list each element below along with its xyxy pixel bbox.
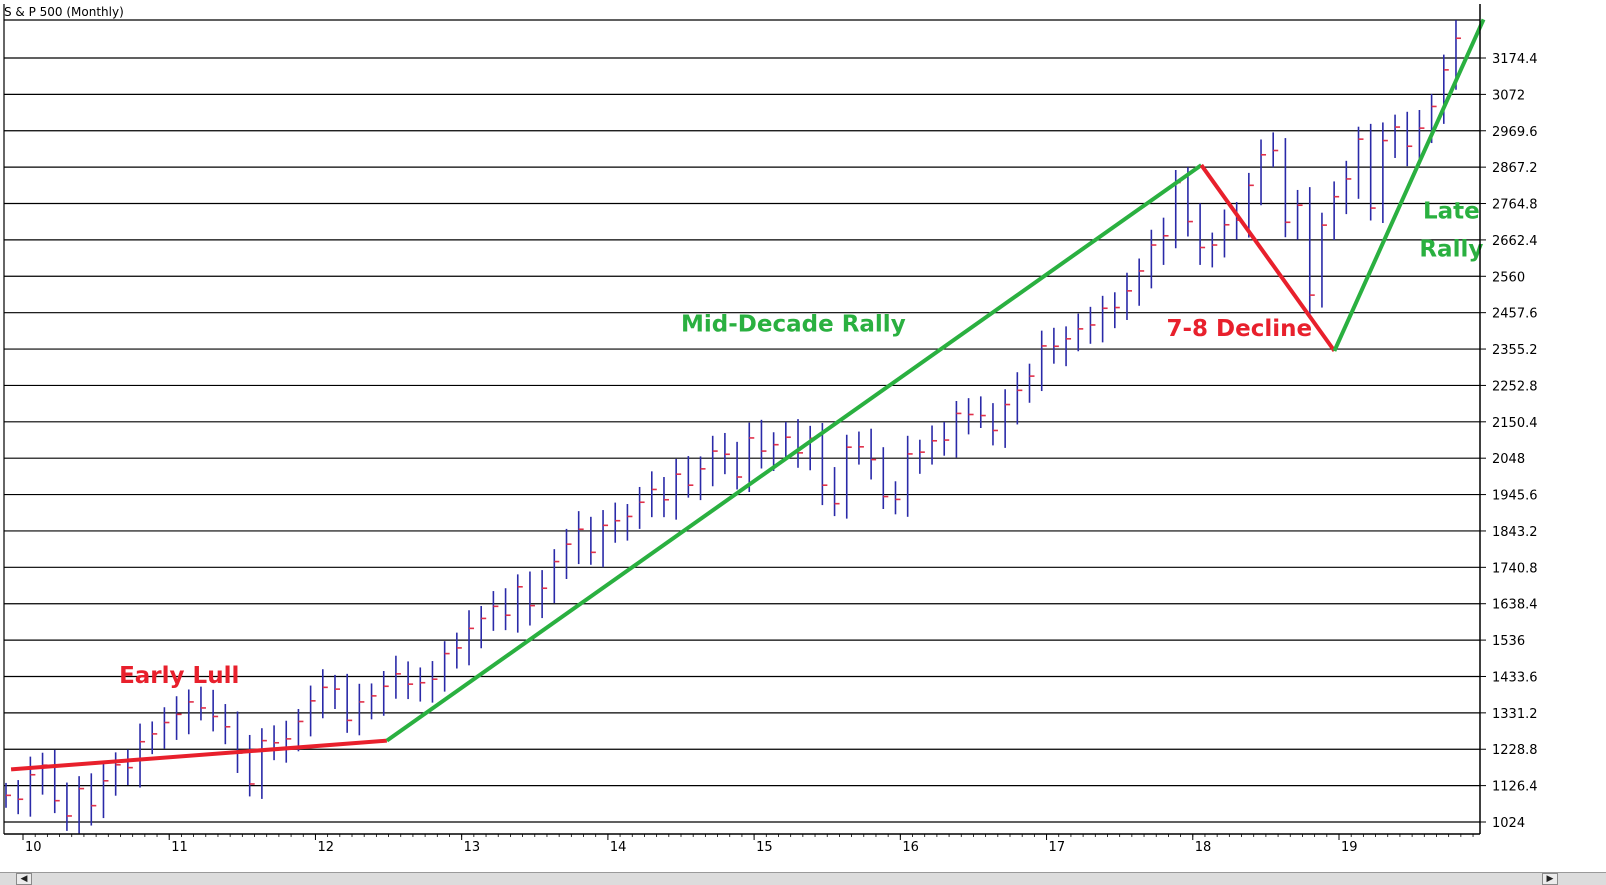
trend-line — [1332, 18, 1486, 352]
y-tick-label: 3174.4 — [1492, 52, 1538, 67]
chart-title: S & P 500 (Monthly) — [4, 5, 124, 19]
y-tick-label: 2867.2 — [1492, 161, 1538, 176]
annotation-label: 7-8 Decline — [1167, 316, 1313, 342]
y-tick-label: 1331.2 — [1492, 707, 1538, 722]
annotation-label: Rally — [1419, 237, 1483, 263]
y-tick-label: 1945.6 — [1492, 489, 1538, 504]
annotations: Early Lull Mid-Decade Rally 7-8 Decline Lat… — [119, 199, 1483, 689]
annotation-label: Early Lull — [119, 663, 239, 689]
x-tick-label: 12 — [317, 840, 334, 855]
horizontal-scrollbar[interactable]: ◀ ▶ — [0, 872, 1606, 885]
y-tick-label: 1024 — [1492, 816, 1525, 831]
y-tick-label: 2252.8 — [1492, 379, 1538, 394]
x-tick-label: 10 — [25, 840, 42, 855]
annotation-label: Mid-Decade Rally — [681, 311, 906, 337]
y-tick-label: 2560 — [1492, 270, 1525, 285]
price-bars — [5, 20, 1461, 834]
y-tick-label: 1126.4 — [1492, 780, 1538, 795]
trend-line — [385, 163, 1203, 743]
axes: 1024 1126.4 1228.8 1331.2 1433.6 1536 1638.4 17… — [3, 4, 1538, 855]
y-tick-label: 2662.4 — [1492, 234, 1538, 249]
x-tick-label: 17 — [1049, 840, 1066, 855]
y-tick-label: 3072 — [1492, 88, 1525, 103]
y-tick-label: 1843.2 — [1492, 525, 1538, 540]
trend-lines — [10, 18, 1486, 772]
x-tick-label: 13 — [464, 840, 481, 855]
x-tick-label: 19 — [1341, 840, 1358, 855]
y-tick-label: 2764.8 — [1492, 198, 1538, 213]
y-tick-label: 1433.6 — [1492, 670, 1538, 685]
x-tick-label: 16 — [902, 840, 919, 855]
x-tick-label: 18 — [1195, 840, 1212, 855]
trend-line — [10, 738, 388, 772]
y-tick-label: 2457.6 — [1492, 307, 1538, 322]
x-tick-label: 15 — [756, 840, 773, 855]
y-tick-label: 1228.8 — [1492, 743, 1538, 758]
y-tick-label: 1536 — [1492, 634, 1525, 649]
scroll-right-arrow-icon[interactable]: ▶ — [1542, 873, 1558, 885]
y-tick-label: 2355.2 — [1492, 343, 1538, 358]
scroll-left-arrow-icon[interactable]: ◀ — [16, 873, 32, 885]
trend-line — [1199, 163, 1337, 353]
annotation-label: Late — [1423, 199, 1480, 225]
x-tick-label: 11 — [171, 840, 188, 855]
x-tick-label: 14 — [610, 840, 627, 855]
y-tick-label: 1740.8 — [1492, 561, 1538, 576]
y-tick-label: 2048 — [1492, 452, 1525, 467]
y-tick-label: 1638.4 — [1492, 598, 1538, 613]
y-tick-label: 2150.4 — [1492, 416, 1538, 431]
y-tick-label: 2969.6 — [1492, 125, 1538, 140]
